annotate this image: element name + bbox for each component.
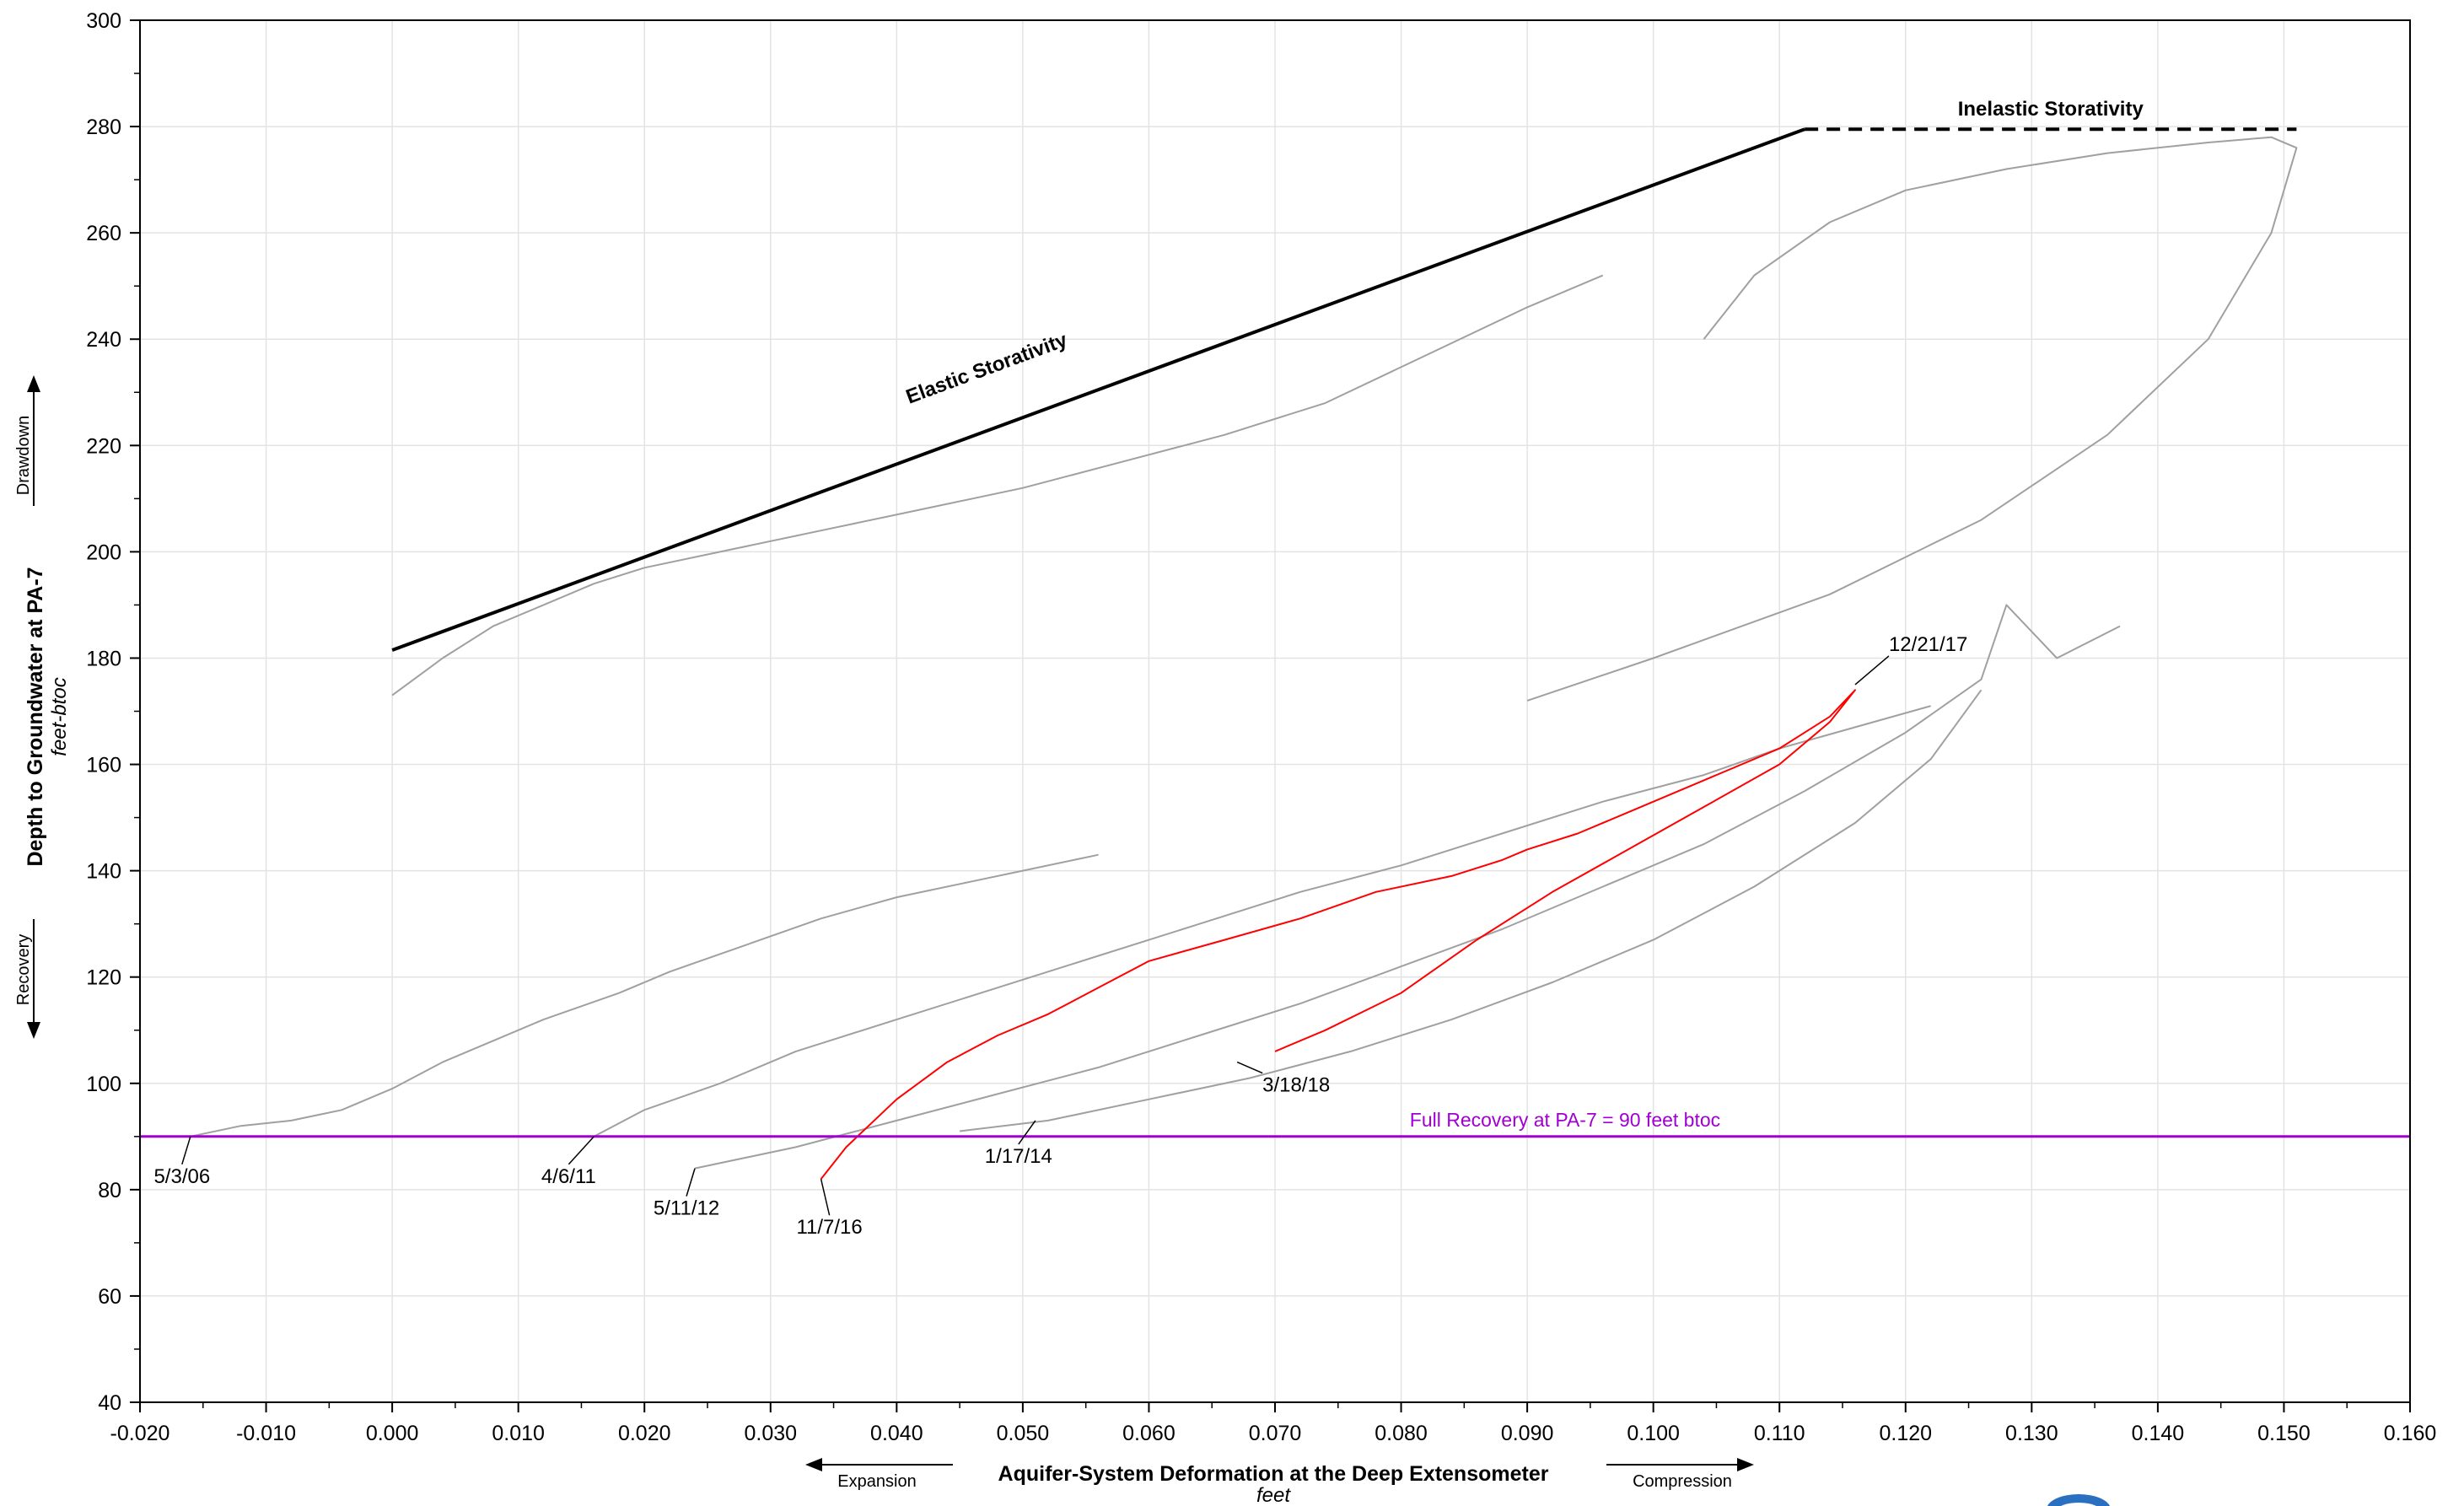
x-tick-label: 0.080 [1375,1422,1428,1445]
y-tick-label: 40 [98,1391,121,1415]
x-tick-label: 0.010 [492,1422,545,1445]
x-tick-label: 0.050 [997,1422,1050,1445]
x-tick-label: -0.010 [236,1422,296,1445]
y-tick-label: 200 [86,541,121,564]
history-series-line [694,604,2121,1170]
x-tick-label: 0.100 [1627,1422,1680,1445]
date-leader-line [1018,1120,1036,1145]
expansion-indicator: Expansion [805,1458,953,1491]
y-axis-unit: feet-btoc [48,677,71,756]
date-leader-line [1236,1061,1263,1074]
y-axis-title: Depth to Groundwater at PA-7 [24,567,47,866]
x-tick-label: 0.110 [1754,1422,1805,1445]
y-tick-label: 80 [98,1179,121,1202]
x-tick-label: -0.020 [110,1422,170,1445]
y-tick-label: 100 [86,1073,121,1096]
history-series-line [391,274,1604,697]
date-annotation: 4/6/11 [541,1165,596,1188]
recovery-label: Recovery [14,934,33,1005]
y-tick-label: 160 [86,754,121,777]
date-leader-line [820,1179,831,1216]
x-tick-label: 0.070 [1249,1422,1302,1445]
arrow-down-icon [27,1022,40,1039]
x-tick-label: 0.000 [366,1422,419,1445]
date-annotation: 11/7/16 [796,1216,862,1239]
logo [2047,1494,2111,1506]
recent-series-line [820,689,1856,1180]
date-annotation: 3/18/18 [1262,1074,1330,1097]
date-leader-line [686,1168,696,1197]
arrow-up-icon [27,375,40,392]
y-tick-label: 140 [86,860,121,884]
elastic-storativity-line [391,127,1805,652]
x-tick-label: 0.160 [2384,1422,2437,1445]
date-annotation: 5/11/12 [654,1197,719,1220]
date-annotation: 1/17/14 [985,1145,1052,1168]
x-tick-label: 0.060 [1122,1422,1176,1445]
y-tick-label: 300 [86,9,121,33]
y-tick-label: 220 [86,434,121,458]
date-annotation: 5/3/06 [153,1165,210,1188]
drawdown-indicator: Drawdown [14,375,40,506]
x-tick-label: 0.020 [618,1422,671,1445]
recovery-indicator: Recovery [14,919,40,1039]
arrow-right-icon [1737,1458,1754,1471]
axis-layer: -0.020 -0.010 0.000 0.010 0.020 0.030 0.040 0.0… [86,9,2436,1445]
date-leader-line [1854,655,1890,686]
inelastic-storativity-label: Inelastic Storativity [1958,98,2144,121]
x-tick-label: 0.150 [2257,1422,2311,1445]
history-series-line [593,705,1931,1138]
x-tick-label: 0.120 [1879,1422,1932,1445]
compression-label: Compression [1633,1472,1732,1491]
grid [139,19,2411,1403]
date-leader-line [181,1136,191,1165]
history-series-line [1526,136,2298,702]
series-layer [190,136,2298,1180]
x-tick-label: 0.140 [2132,1422,2185,1445]
x-tick-label: 0.040 [870,1422,923,1445]
logo-inner [2061,1503,2096,1506]
y-tick-label: 280 [86,116,121,139]
y-tick-label: 240 [86,328,121,352]
drawdown-label: Drawdown [14,416,33,495]
date-annotation: 12/21/17 [1889,633,1967,656]
x-axis-title: Aquifer-System Deformation at the Deep E… [998,1462,1549,1486]
logo-badge [2047,1494,2111,1506]
x-axis-unit-label: feet [1256,1484,1291,1506]
full-recovery-label: Full Recovery at PA-7 = 90 feet btoc [1410,1109,1720,1131]
arrow-left-icon [805,1458,822,1471]
history-series-line [190,853,1099,1138]
x-tick-label: 0.030 [744,1422,797,1445]
y-tick-label: 120 [86,966,121,990]
y-tick-label: 180 [86,647,121,670]
compression-indicator: Compression [1606,1458,1754,1491]
date-leader-line [568,1136,594,1165]
y-tick-label: 260 [86,222,121,245]
expansion-label: Expansion [837,1472,916,1491]
x-tick-label: 0.130 [2005,1422,2058,1445]
annotation-layer: 5/3/06 4/6/11 5/11/12 11/7/16 1/17/14 3/18/18… [153,633,1967,1239]
x-tick-label: 0.090 [1501,1422,1554,1445]
y-tick-label: 60 [98,1285,121,1309]
history-series-line [959,689,1982,1132]
